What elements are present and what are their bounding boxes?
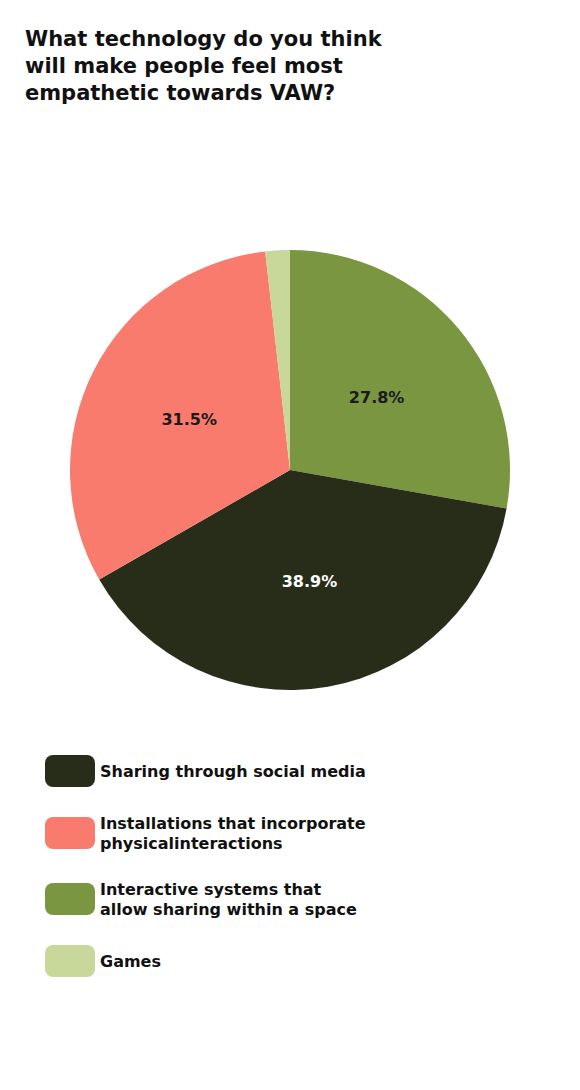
svg-text:27.8%: 27.8%	[349, 388, 405, 407]
svg-text:38.9%: 38.9%	[282, 572, 338, 591]
svg-text:Installations that incorporate: Installations that incorporate	[100, 814, 366, 833]
svg-text:31.5%: 31.5%	[161, 410, 217, 429]
svg-text:will make people feel most: will make people feel most	[25, 54, 343, 78]
svg-text:Games: Games	[100, 952, 161, 971]
svg-text:Sharing through social media: Sharing through social media	[100, 762, 366, 781]
svg-text:physicalinteractions: physicalinteractions	[100, 834, 283, 853]
svg-text:empathetic towards VAW?: empathetic towards VAW?	[25, 81, 335, 105]
svg-text:What technology do you think: What technology do you think	[25, 27, 383, 51]
svg-text:Interactive systems that: Interactive systems that	[100, 880, 322, 899]
svg-text:allow sharing within a space: allow sharing within a space	[100, 900, 357, 919]
